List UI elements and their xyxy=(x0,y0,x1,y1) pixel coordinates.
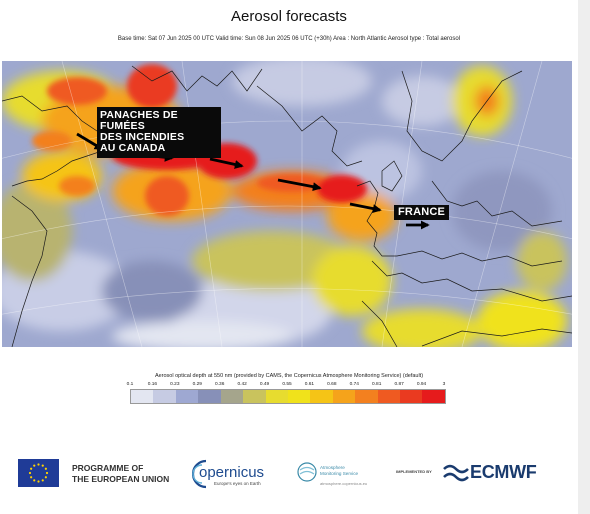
legend-tick-label: 0.29 xyxy=(192,382,202,387)
legend-color-swatch xyxy=(220,390,244,403)
eu-star xyxy=(41,479,44,482)
canada-smoke-label: PANACHES DE FUMÉES DES INCENDIES AU CANA… xyxy=(97,107,221,158)
cams-text-line: Monitoring Service xyxy=(320,471,359,476)
legend-tick-label: 0.61 xyxy=(304,382,315,387)
copernicus-logo-icon xyxy=(192,459,207,489)
eu-flag-icon xyxy=(18,459,59,487)
legend-tick-label: 0.55 xyxy=(282,382,292,387)
legend-tick-labels: 0.1 0.16 0.23 0.29 0.36 0.42 0.49 0.55 0.61 0.68 0… xyxy=(126,382,446,390)
legend-tick-label: 0.1 xyxy=(126,382,134,387)
page-scroll-edge xyxy=(578,0,590,514)
legend-color-swatch xyxy=(422,390,445,403)
legend-title: Aerosol optical depth at 550 nm (provide… xyxy=(154,373,424,379)
aerosol-map xyxy=(2,61,572,347)
legend-color-swatch xyxy=(355,390,378,403)
legend-color-swatch xyxy=(175,390,199,403)
legend-color-swatch xyxy=(400,390,423,403)
eu-star xyxy=(37,480,40,483)
canada-label-line: PANACHES DE FUMÉES xyxy=(100,109,178,132)
implemented-by-label: IMPLEMENTED BY xyxy=(396,469,432,474)
graticule xyxy=(2,61,572,347)
eu-text-line: PROGRAMME OF xyxy=(72,463,144,473)
legend-tick-label: 0.23 xyxy=(170,382,180,387)
france-label: FRANCE xyxy=(394,205,450,220)
canada-label-line: AU CANADA xyxy=(100,142,166,154)
eu-star xyxy=(37,463,40,466)
legend-color-swatch xyxy=(332,390,356,403)
legend-color-swatch xyxy=(265,390,288,403)
eu-programme-text: PROGRAMME OF THE EUROPEAN UNION xyxy=(72,463,169,485)
page-title: Aerosol forecasts xyxy=(231,8,347,25)
eu-star xyxy=(44,476,47,479)
legend-tick-label: 0.42 xyxy=(237,382,247,387)
eu-star xyxy=(28,471,32,475)
forecast-metadata: Base time: Sat 07 Jun 2025 00 UTC Valid … xyxy=(117,36,461,42)
eu-text-line: THE EUROPEAN UNION xyxy=(72,474,170,484)
legend-tick-label: 0.87 xyxy=(394,382,404,387)
legend-tick-label: 3 xyxy=(442,382,446,387)
eu-star xyxy=(45,471,49,475)
legend-color-swatch xyxy=(377,390,401,403)
legend-color-swatch xyxy=(198,390,221,403)
cams-logo-icon xyxy=(297,462,317,482)
eu-star xyxy=(30,467,33,470)
legend-tick-label: 0.68 xyxy=(327,382,337,387)
cams-name: Atmosphere Monitoring Service xyxy=(320,465,358,477)
forecast-panel: Aerosol forecasts Base time: Sat 07 Jun … xyxy=(0,8,578,495)
copernicus-tagline: Europe's eyes on Earth xyxy=(214,481,261,486)
cams-text-line: Atmosphere xyxy=(320,465,345,470)
legend-tick-label: 0.49 xyxy=(259,382,270,387)
eu-star xyxy=(33,479,36,482)
eu-star xyxy=(30,476,33,479)
legend-color-swatch xyxy=(153,390,176,403)
ecmwf-wordmark: ECMWF xyxy=(470,462,537,482)
canada-label-line: DES INCENDIES xyxy=(100,131,185,143)
legend-color-swatch xyxy=(310,390,333,403)
eu-star xyxy=(33,464,36,467)
footer-logos: PROGRAMME OF THE EUROPEAN UNION opernicu… xyxy=(0,455,578,495)
ecmwf-logo-icon xyxy=(443,464,469,482)
legend-color-swatch xyxy=(131,390,154,403)
legend-tick-label: 0.94 xyxy=(416,382,427,387)
legend-color-bar xyxy=(130,389,446,404)
legend-tick-label: 0.36 xyxy=(215,382,225,387)
cams-url: atmosphere.copernicus.eu xyxy=(320,481,368,486)
eu-star xyxy=(44,467,47,470)
eu-star xyxy=(41,464,44,467)
legend-tick-label: 0.81 xyxy=(372,382,382,387)
legend-color-swatch xyxy=(243,390,266,403)
copernicus-wordmark: opernicus xyxy=(199,464,265,481)
legend-color-swatch xyxy=(287,390,311,403)
legend-tick-label: 0.74 xyxy=(349,382,359,387)
legend-tick-label: 0.16 xyxy=(147,382,158,387)
